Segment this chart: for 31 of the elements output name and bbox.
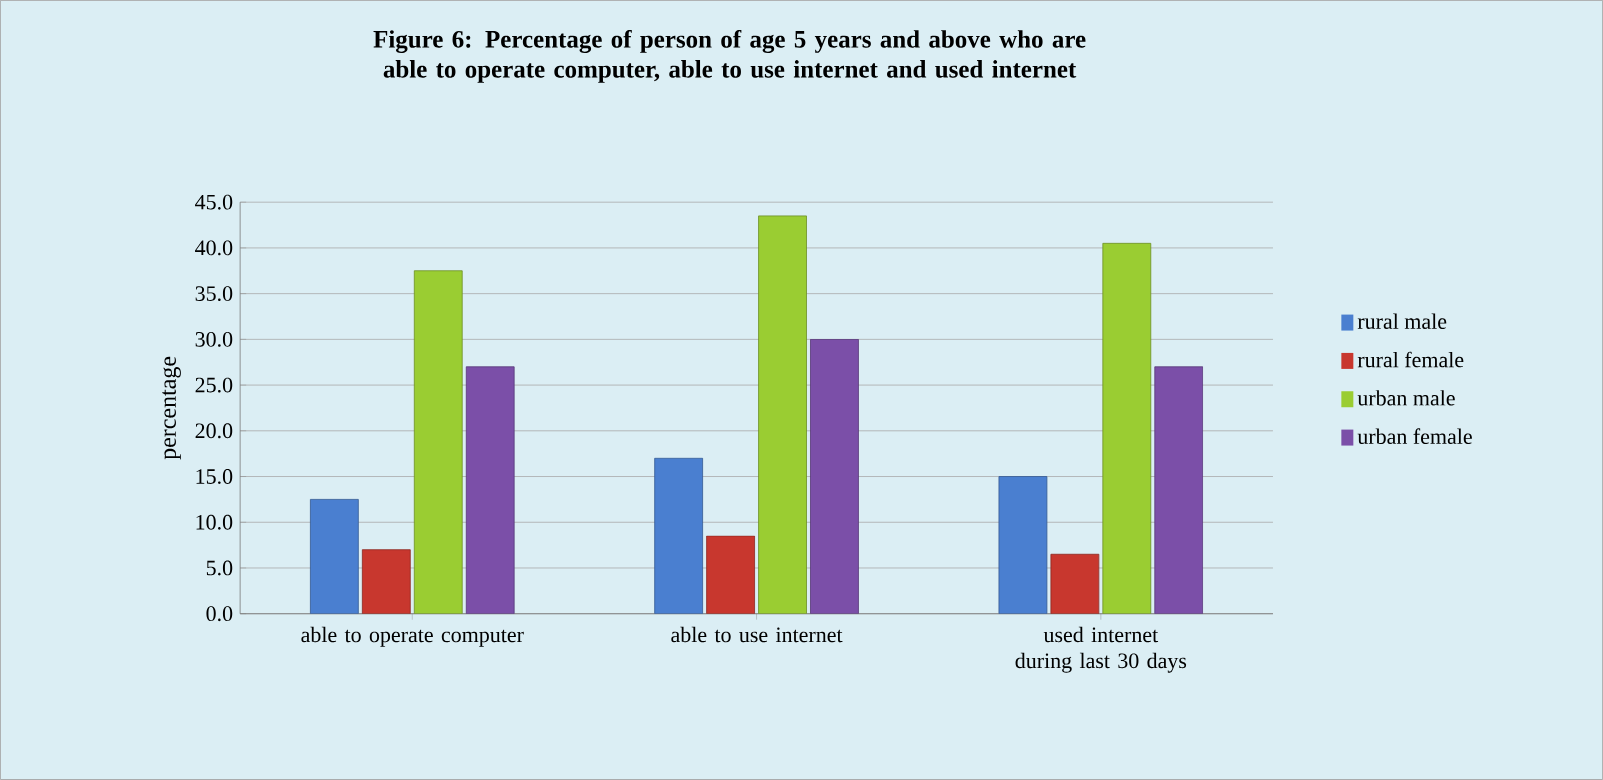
y-tick-label: 35.0	[195, 286, 233, 302]
y-tick-label: 45.0	[195, 194, 233, 210]
legend-label: urban female	[1357, 428, 1472, 445]
y-tick-label: 30.0	[195, 331, 233, 347]
bar	[361, 549, 411, 614]
bar	[706, 535, 755, 614]
y-axis-title: percentage	[162, 356, 181, 460]
chart-title: Figure 6: Percentage of person of age 5 years and above who are able to operate computer, able to use internet and used internet	[373, 29, 1086, 83]
bar	[309, 499, 359, 614]
bar	[1102, 242, 1152, 614]
bar	[465, 366, 515, 614]
bar	[654, 457, 704, 614]
bar	[758, 215, 807, 614]
x-tick-label: able to operate computer	[301, 626, 524, 647]
legend-label: rural female	[1357, 351, 1464, 368]
y-tick-label: 15.0	[196, 469, 233, 485]
bar	[413, 270, 463, 614]
x-tick-label: able to use internet	[671, 626, 843, 643]
bar	[810, 338, 859, 614]
y-tick-label: 5.0	[206, 560, 233, 576]
bar	[1050, 553, 1100, 614]
bar	[998, 476, 1048, 614]
legend-label: urban male	[1357, 390, 1455, 406]
legend-label: rural male	[1357, 313, 1447, 329]
bar	[1154, 366, 1204, 614]
y-tick-label: 40.0	[195, 240, 233, 256]
y-tick-label: 25.0	[195, 377, 233, 393]
y-tick-label: 0.0	[206, 606, 233, 622]
y-tick-label: 10.0	[196, 514, 233, 530]
x-tick-label: used internet during last 30 days	[1015, 626, 1187, 673]
y-tick-label: 20.0	[195, 423, 233, 439]
